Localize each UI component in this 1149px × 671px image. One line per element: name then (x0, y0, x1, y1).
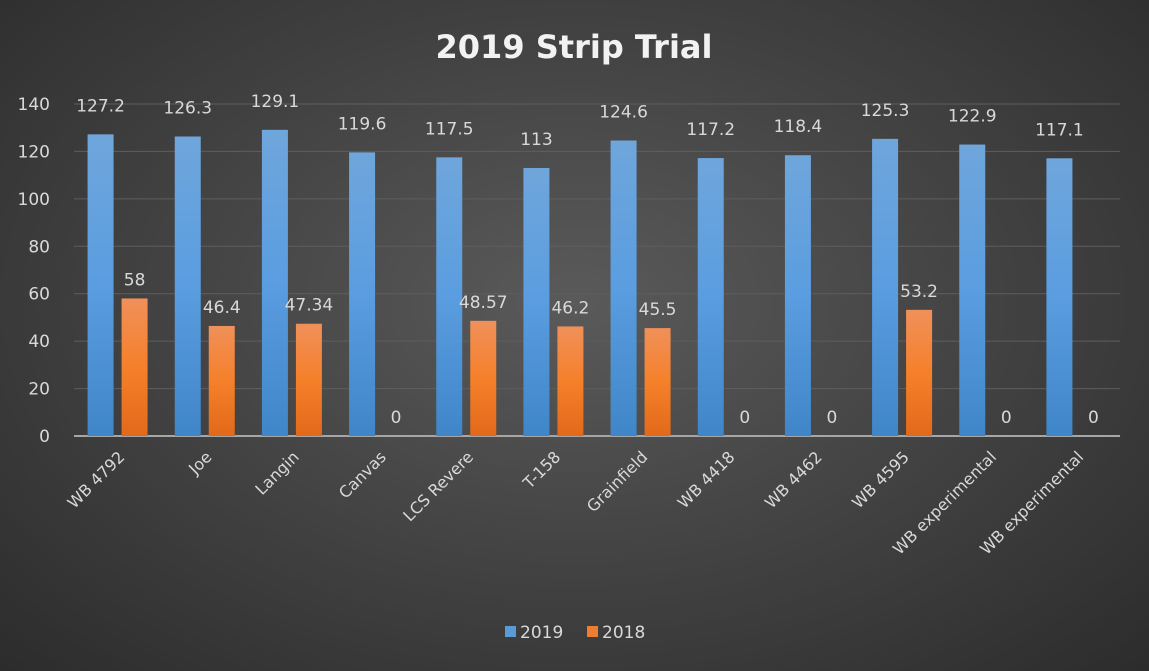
bar-2018 (644, 328, 671, 436)
data-label: 58 (124, 270, 146, 290)
x-tick-label: WB 4418 (674, 447, 739, 512)
bar-2018 (906, 309, 933, 436)
bar-2019 (436, 157, 463, 436)
y-tick-label: 60 (28, 285, 50, 305)
bar-2019 (261, 129, 288, 436)
chart-title: 2019 Strip Trial (436, 28, 713, 66)
data-label: 129.1 (251, 92, 300, 112)
x-tick-label: T-158 (519, 447, 565, 493)
bar-2018 (557, 326, 584, 436)
data-label: 127.2 (76, 96, 125, 116)
y-tick-label: 100 (18, 190, 50, 210)
legend-swatch-2019 (505, 626, 516, 637)
data-label: 117.5 (425, 119, 474, 139)
bar-2019 (959, 144, 986, 436)
data-label: 126.3 (163, 98, 212, 118)
bar-2019 (87, 134, 114, 436)
bar-2019 (523, 168, 550, 436)
legend-label: 2018 (602, 623, 645, 643)
x-tick-label: WB 4792 (64, 447, 129, 512)
data-label: 53.2 (900, 282, 938, 302)
bar-2018 (121, 298, 148, 436)
data-label: 113 (520, 130, 552, 150)
bar-2019 (872, 138, 899, 437)
data-label: 122.9 (948, 107, 997, 127)
y-tick-label: 0 (39, 427, 50, 447)
y-tick-label: 20 (28, 380, 50, 400)
x-tick-label: WB 4595 (848, 447, 913, 512)
bar-2019 (610, 140, 637, 436)
data-label: 46.4 (203, 298, 241, 318)
bar-2018 (470, 320, 497, 436)
data-label: 0 (1001, 408, 1012, 428)
y-tick-label: 40 (28, 332, 50, 352)
bar-2018 (208, 325, 235, 436)
data-label: 124.6 (599, 103, 648, 123)
data-label: 118.4 (774, 117, 823, 137)
y-tick-label: 80 (28, 237, 50, 257)
bar-2019 (697, 158, 724, 436)
data-label: 117.2 (686, 120, 735, 140)
bar-2019 (349, 152, 376, 436)
data-label: 45.5 (639, 300, 677, 320)
y-tick-label: 120 (18, 142, 50, 162)
data-label: 125.3 (861, 101, 910, 121)
x-tick-label: Joe (184, 447, 215, 478)
bar-2018 (295, 323, 322, 436)
bar-2019 (784, 155, 811, 437)
data-label: 119.6 (338, 114, 387, 134)
bar-2019 (1046, 158, 1073, 436)
data-label: 117.1 (1035, 120, 1084, 140)
x-tick-label: WB 4462 (761, 447, 826, 512)
data-label: 47.34 (285, 296, 334, 316)
data-label: 0 (391, 408, 402, 428)
bar-2019 (174, 136, 201, 436)
data-label: 0 (1088, 408, 1099, 428)
x-tick-label: Langin (251, 447, 302, 498)
data-label: 0 (739, 408, 750, 428)
x-tick-label: Canvas (335, 447, 390, 502)
legend-label: 2019 (520, 623, 563, 643)
legend-swatch-2018 (587, 626, 598, 637)
data-label: 46.2 (551, 298, 589, 318)
y-tick-label: 140 (18, 95, 50, 115)
data-label: 48.57 (459, 293, 508, 313)
x-tick-label: LCS Revere (399, 447, 477, 525)
data-label: 0 (827, 408, 838, 428)
x-tick-label: Grainfield (583, 447, 652, 516)
